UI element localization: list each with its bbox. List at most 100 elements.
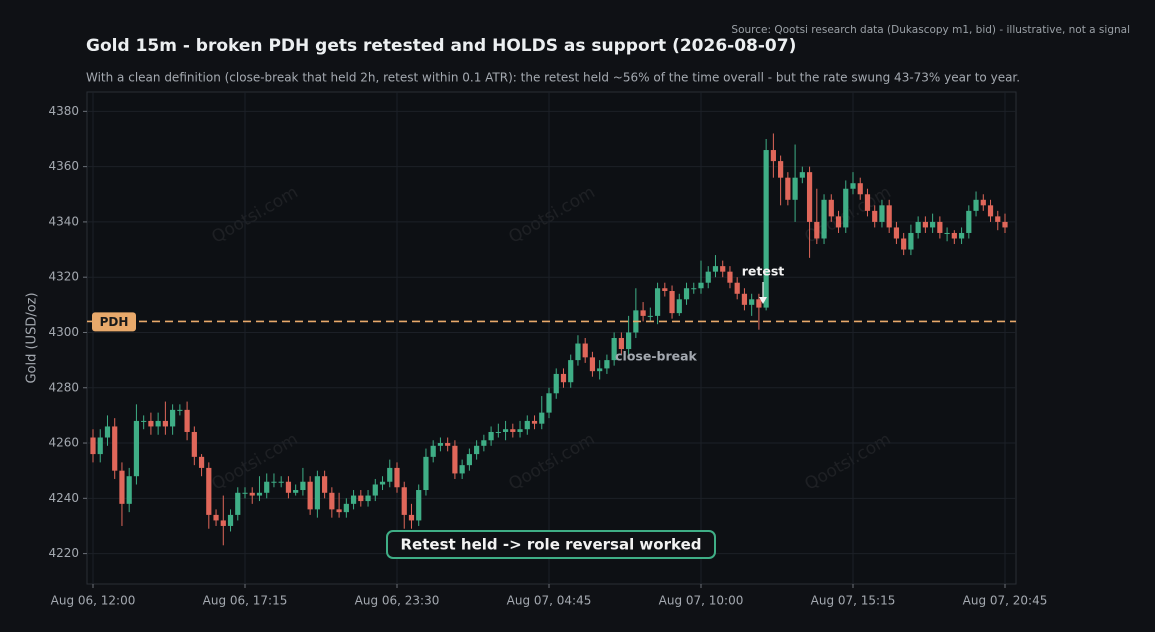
candle-body [626,332,632,350]
candle-body [857,183,863,195]
candle-body [488,431,494,441]
candle-body [741,293,748,305]
candle-body [343,503,349,513]
candle-body [191,431,197,457]
candle-body [524,420,530,430]
candle-body [329,492,335,510]
y-tick-label: 4220 [48,546,79,560]
candle-body [843,188,849,228]
candle-body [445,443,451,446]
candle-body [184,409,190,432]
x-tick-label: Aug 06, 12:00 [51,594,136,608]
candle-body [980,199,986,206]
candle-body [778,161,784,178]
candle-body [350,495,357,504]
y-tick-label: 4360 [48,159,79,173]
candle-body [727,271,733,283]
candle-body [799,172,805,178]
candle-body [437,443,444,446]
candle-body [336,509,342,513]
verdict-box [386,530,716,559]
candle-body [314,476,320,510]
candle-body [589,357,596,372]
candle-body [466,454,472,466]
candle-body [256,492,263,496]
candle-body [872,210,878,222]
y-tick-label: 4300 [48,325,79,339]
candle-body [307,481,313,510]
candle-body [886,205,892,228]
candle-body [770,150,776,162]
candle-body [430,445,436,457]
candle-body [604,360,610,369]
y-tick-label: 4280 [48,380,79,394]
candle-body [220,520,226,526]
candle-body [640,310,646,316]
candle-body [104,426,111,438]
candle-body [568,360,574,383]
candle-body [1002,221,1008,228]
candle-body [944,232,950,234]
candle-body [575,343,581,361]
candle-body [806,172,813,222]
candle-body [249,492,255,496]
candle-body [662,288,668,292]
candle-body [893,227,900,239]
y-tick-label: 4380 [48,104,79,118]
candle-body [922,221,928,228]
candle-body [669,291,675,314]
source: Source: Qootsi research data (Dukascopy … [731,24,1130,36]
candle-body [141,420,147,422]
candle-body [915,221,921,233]
candle-body [365,495,371,502]
y-tick-label: 4240 [48,491,79,505]
break-label: close-break [615,349,697,364]
candle-body [227,514,234,526]
candle-body [785,177,791,200]
candle-body [792,177,798,200]
candle-body [481,440,487,446]
candle-body [531,420,538,424]
candle-body [394,467,400,488]
candle-body [459,465,465,474]
candle-body [213,514,219,521]
candle-body [597,368,603,372]
candle-body [654,288,661,316]
candle-body [372,484,378,496]
candle-body [126,476,132,504]
y-axis-label: Gold (USD/oz) [25,292,40,383]
candle-body [698,282,704,289]
candle-body [510,429,516,432]
candle-body [958,232,965,239]
level-badge [92,312,136,332]
candle-body [517,429,523,432]
y-tick-label: 4320 [48,270,79,284]
level-label: PDH [100,315,129,329]
retest-arrowhead [759,297,767,304]
candle-body [930,221,936,228]
candle-body [148,420,154,427]
candle-body [177,409,183,411]
candle-body [951,232,957,239]
candle-body [814,221,820,239]
candle-body [379,481,386,485]
x-tick-label: Aug 07, 04:45 [507,594,592,608]
candle-body [170,409,176,427]
x-tick-label: Aug 06, 23:30 [355,594,440,608]
candle-body [119,470,125,504]
candle-body [112,426,118,471]
candle-body [285,481,292,493]
candle-body [705,271,711,283]
candle-body [864,194,871,211]
candle-body [611,338,617,361]
y-tick-label: 4340 [48,214,79,228]
candle-body [97,437,103,455]
verdict-text: Retest held -> role reversal worked [401,536,702,554]
candle-body [821,199,827,239]
candle-body [582,343,588,358]
candle-body [206,467,212,515]
candle-body [937,221,943,233]
candle-body [966,210,972,233]
